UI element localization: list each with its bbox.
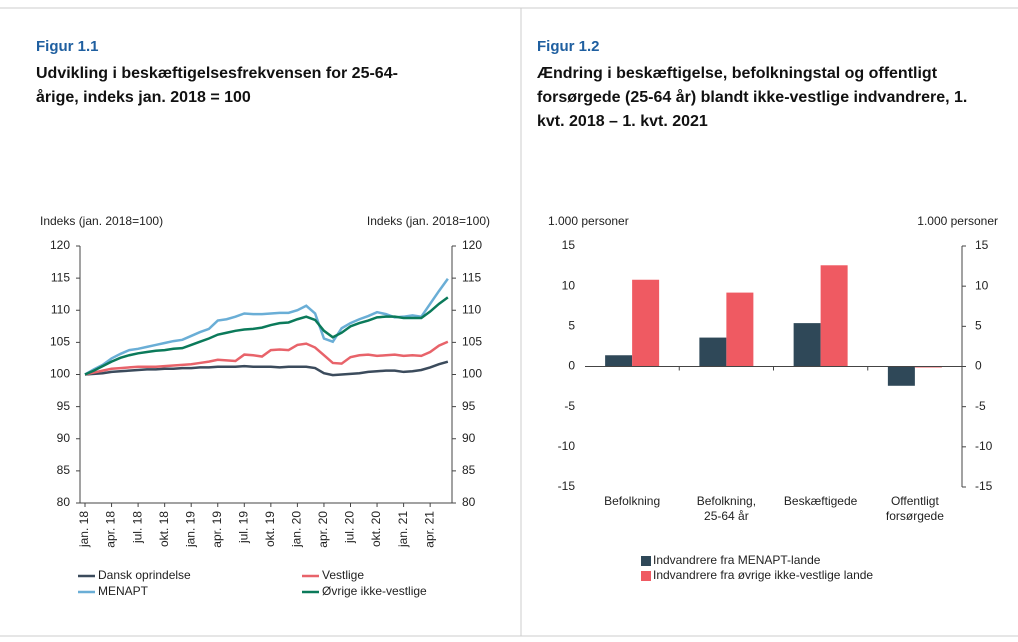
x-tick-label: apr. 19 (210, 511, 224, 548)
y2-axis-label: 1.000 personer (917, 214, 998, 228)
y-tick-label: 90 (57, 431, 71, 445)
x-tick-label: okt. 18 (157, 511, 171, 547)
x-tick-label: jul. 20 (343, 511, 357, 544)
y-tick-label: 115 (51, 270, 70, 284)
y2-tick-label: 85 (462, 463, 476, 477)
y2-tick-label: -15 (975, 479, 993, 493)
chart-title: Udvikling i beskæftigelsesfrekvensen for… (36, 65, 398, 106)
y-tick-label: 120 (50, 238, 70, 252)
legend-label: MENAPT (98, 584, 149, 598)
series-line (84, 340, 449, 376)
y2-axis-label: Indeks (jan. 2018=100) (367, 214, 490, 228)
x-tick-label: apr. 21 (422, 511, 436, 548)
y2-tick-label: -10 (975, 439, 993, 453)
x-tick-label: jan. 21 (396, 511, 410, 548)
y-tick-label: 15 (562, 238, 576, 252)
x-tick-label: jul. 18 (130, 511, 144, 544)
x-tick-label: apr. 18 (104, 511, 118, 548)
y2-tick-label: 90 (462, 431, 476, 445)
y-tick-label: 5 (568, 319, 575, 333)
y2-tick-label: 100 (462, 367, 482, 381)
bar (887, 366, 915, 386)
y2-tick-label: 110 (462, 302, 481, 316)
x-tick-label: jul. 19 (236, 511, 250, 544)
x-tick-label: Befolkning, 25-64 år (697, 494, 756, 523)
y-tick-label: 0 (568, 359, 575, 373)
y2-tick-label: 15 (975, 238, 989, 252)
chart-title: Ændring i beskæftigelse, befolkningstal … (537, 65, 968, 130)
y-tick-label: 80 (57, 495, 71, 509)
x-tick-label: okt. 20 (369, 511, 383, 547)
y2-tick-label: 105 (462, 335, 482, 349)
legend-label: Indvandrere fra MENAPT-lande (653, 553, 821, 567)
y2-tick-label: 10 (975, 278, 989, 292)
series-line (84, 296, 449, 376)
y-tick-label: 105 (50, 335, 70, 349)
bar (699, 337, 727, 367)
series-line (84, 360, 449, 377)
x-tick-label: jan. 18 (77, 511, 91, 548)
y-tick-label: 100 (50, 367, 70, 381)
legend-swatch (641, 556, 651, 566)
legend-label: Indvandrere fra øvrige ikke-vestlige lan… (653, 568, 873, 582)
y-tick-label: -5 (564, 399, 575, 413)
y-tick-label: 10 (562, 278, 576, 292)
y-tick-label: -10 (558, 439, 576, 453)
legend-label: Dansk oprindelse (98, 568, 191, 582)
x-tick-label: apr. 20 (316, 511, 330, 548)
y-tick-label: 95 (57, 399, 71, 413)
bar (632, 279, 660, 367)
y-axis-label: Indeks (jan. 2018=100) (40, 214, 163, 228)
series-line (84, 278, 449, 376)
y2-tick-label: 120 (462, 238, 482, 252)
x-tick-label: okt. 19 (263, 511, 277, 547)
y2-tick-label: -5 (975, 399, 986, 413)
bar (820, 265, 848, 367)
x-tick-label: jan. 19 (183, 511, 197, 548)
y2-tick-label: 80 (462, 495, 476, 509)
y2-tick-label: 0 (975, 359, 982, 373)
y-tick-label: 85 (57, 463, 71, 477)
legend-label: Øvrige ikke-vestlige (322, 584, 427, 598)
legend-label: Vestlige (322, 568, 364, 582)
legend-swatch (641, 571, 651, 581)
y2-tick-label: 115 (462, 270, 481, 284)
y2-tick-label: 95 (462, 399, 476, 413)
x-tick-label: Befolkning (604, 494, 660, 508)
bar (793, 323, 821, 367)
bar (726, 292, 754, 367)
y-tick-label: 110 (51, 302, 70, 316)
y-tick-label: -15 (558, 479, 576, 493)
x-tick-label: jan. 20 (290, 511, 304, 548)
y2-tick-label: 5 (975, 319, 982, 333)
figure-label: Figur 1.2 (537, 38, 600, 55)
bar (605, 355, 633, 367)
figure-label: Figur 1.1 (36, 38, 99, 55)
y-axis-label: 1.000 personer (548, 214, 629, 228)
x-tick-label: Offentligt forsørgede (886, 494, 944, 523)
x-tick-label: Beskæftigede (784, 494, 858, 508)
